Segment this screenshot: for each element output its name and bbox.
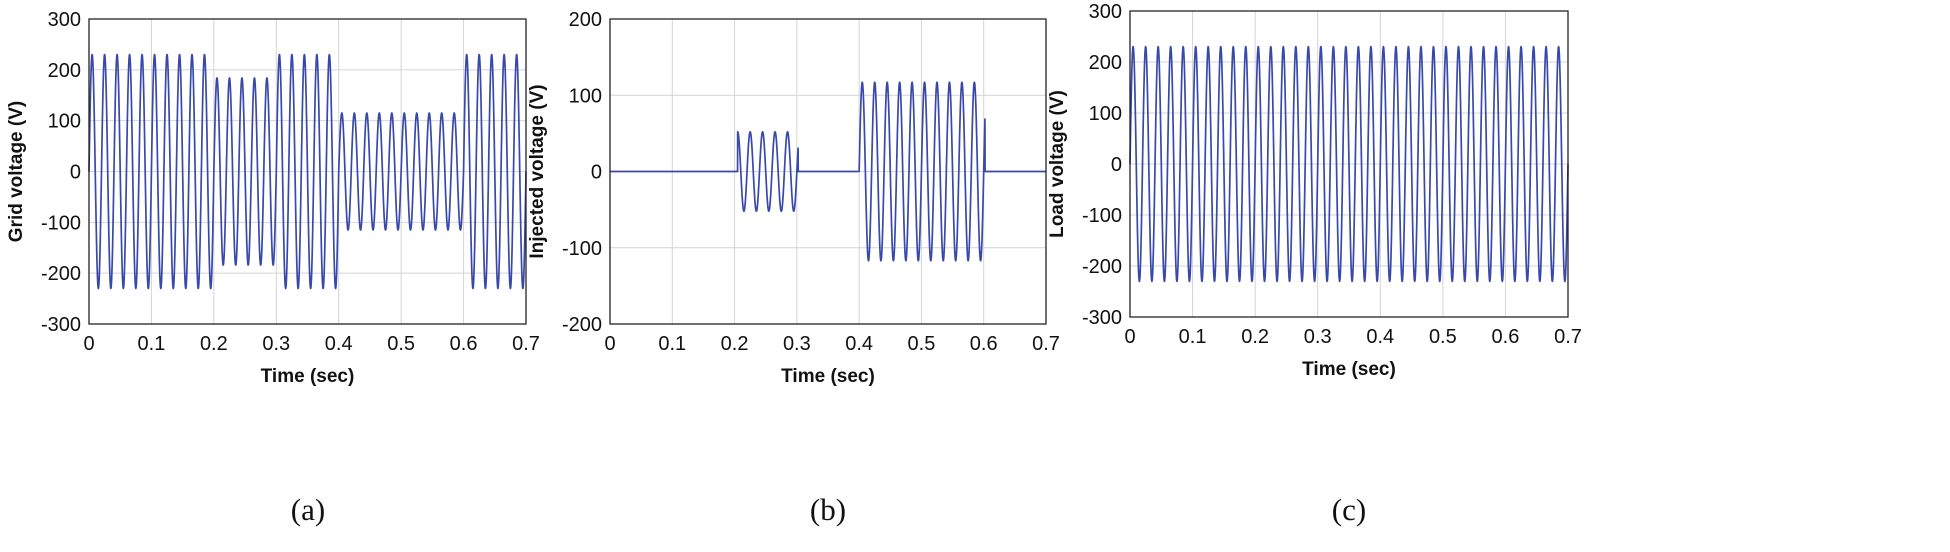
- x-tick-label: 0.1: [658, 333, 686, 355]
- y-tick-label: -100: [562, 238, 602, 260]
- x-axis-label: Time (sec): [1302, 359, 1396, 380]
- y-tick-label: 0: [591, 162, 602, 184]
- y-tick-label: 200: [569, 9, 602, 31]
- x-axis-label: Time (sec): [781, 366, 875, 387]
- load-voltage-trace: [1129, 45, 1569, 283]
- x-tick-label: 0: [1124, 326, 1135, 348]
- x-tick-label: 0.3: [1304, 326, 1332, 348]
- y-tick-label: -100: [41, 212, 81, 234]
- y-tick-label: -200: [41, 263, 81, 285]
- plot-frame: [1129, 10, 1569, 318]
- x-tick-label: 0.6: [970, 333, 998, 355]
- y-tick-label: -100: [1082, 205, 1122, 227]
- y-tick-label: 100: [1089, 103, 1122, 125]
- x-tick-label: 0.3: [262, 333, 290, 355]
- y-tick-label: 300: [1089, 1, 1122, 23]
- x-tick-label: 0.2: [721, 333, 749, 355]
- x-tick-label: 0.5: [908, 333, 936, 355]
- tick-labels: 0 0.1 0.2 0.3 0.4 0.5 0.6 0.7 200 100 0 -100 -200: [562, 9, 1060, 355]
- y-axis-label: Injected voltage (V): [527, 84, 548, 258]
- y-axis-label: Load voltage (V): [1047, 90, 1068, 238]
- x-tick-label: 0.7: [512, 333, 540, 355]
- x-tick-label: 0.4: [845, 333, 873, 355]
- x-tick-label: 0.1: [138, 333, 166, 355]
- panel-a: 0 0.1 0.2 0.3 0.4 0.5 0.6 0.7 300 200 100 0 -100 -200…: [6, 9, 540, 527]
- y-tick-label: 200: [48, 60, 81, 82]
- y-axis-label: Grid voltage (V): [6, 101, 27, 242]
- panel-b: 0 0.1 0.2 0.3 0.4 0.5 0.6 0.7 200 100 0 -100 -200 Ti…: [527, 9, 1060, 527]
- x-tick-label: 0.2: [200, 333, 228, 355]
- x-tick-label: 0.6: [450, 333, 478, 355]
- plot-frame: [88, 18, 527, 325]
- x-axis-label: Time (sec): [261, 366, 355, 387]
- panel-c: 0 0.1 0.2 0.3 0.4 0.5 0.6 0.7 300 200 100 0 -100 -200…: [1047, 1, 1582, 527]
- x-tick-label: 0.5: [387, 333, 415, 355]
- x-tick-label: 0.4: [1366, 326, 1394, 348]
- x-tick-label: 0.4: [325, 333, 353, 355]
- y-tick-label: -300: [1082, 307, 1122, 329]
- y-tick-label: -300: [41, 314, 81, 336]
- y-tick-label: 100: [569, 85, 602, 107]
- x-tick-label: 0.1: [1179, 326, 1207, 348]
- y-tick-label: -200: [1082, 256, 1122, 278]
- x-tick-label: 0.2: [1241, 326, 1269, 348]
- x-tick-label: 0.6: [1492, 326, 1520, 348]
- tick-labels: 0 0.1 0.2 0.3 0.4 0.5 0.6 0.7 300 200 100 0 -100 -200…: [41, 9, 540, 355]
- y-tick-label: 100: [48, 111, 81, 133]
- panel-caption: (c): [1332, 492, 1366, 527]
- x-tick-label: 0.7: [1032, 333, 1060, 355]
- y-tick-label: 0: [1111, 154, 1122, 176]
- injected-voltage-trace: [609, 81, 1047, 262]
- x-tick-label: 0: [604, 333, 615, 355]
- x-tick-label: 0.5: [1429, 326, 1457, 348]
- x-tick-label: 0: [83, 333, 94, 355]
- grid-voltage-trace: [88, 53, 527, 290]
- x-tick-label: 0.3: [783, 333, 811, 355]
- x-tick-label: 0.7: [1554, 326, 1582, 348]
- y-tick-label: 300: [48, 9, 81, 31]
- y-tick-label: 0: [70, 162, 81, 184]
- panel-caption: (a): [291, 492, 325, 527]
- y-tick-label: 200: [1089, 52, 1122, 74]
- tick-labels: 0 0.1 0.2 0.3 0.4 0.5 0.6 0.7 300 200 100 0 -100 -200…: [1082, 1, 1582, 348]
- plot-frame: [609, 18, 1047, 325]
- panel-caption: (b): [810, 492, 846, 527]
- y-tick-label: -200: [562, 314, 602, 336]
